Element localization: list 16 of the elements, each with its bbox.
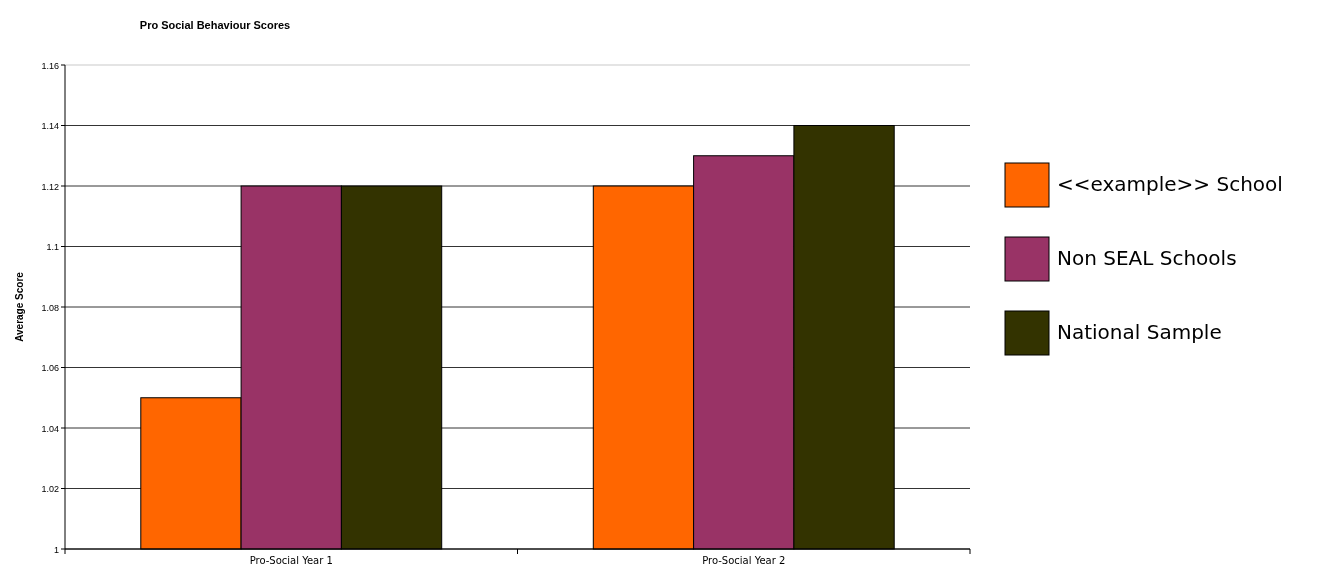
y-tick-label: 1.02 [41,484,59,494]
chart-title: Pro Social Behaviour Scores [139,19,291,31]
x-tick-label: Pro-Social Year 2 [702,555,786,566]
y-tick-label: 1.16 [41,60,59,71]
y-tick-label: 1.08 [41,302,59,313]
legend-label: <<example>> School [1057,171,1283,196]
y-tick-label: 1.06 [41,363,59,373]
y-tick-label: 1.04 [41,423,59,434]
y-tick-label: 1.1 [46,242,59,252]
legend-label: National Sample [1057,319,1222,344]
x-tick-label: Pro-Social Year 1 [249,555,333,566]
y-tick-label: 1.12 [41,181,59,192]
y-tick-label: 1.14 [41,121,59,131]
y-axis-title: Average Score [14,271,25,342]
y-tick-label: 1 [53,544,59,555]
legend-label: Non SEAL Schools [1057,245,1237,270]
